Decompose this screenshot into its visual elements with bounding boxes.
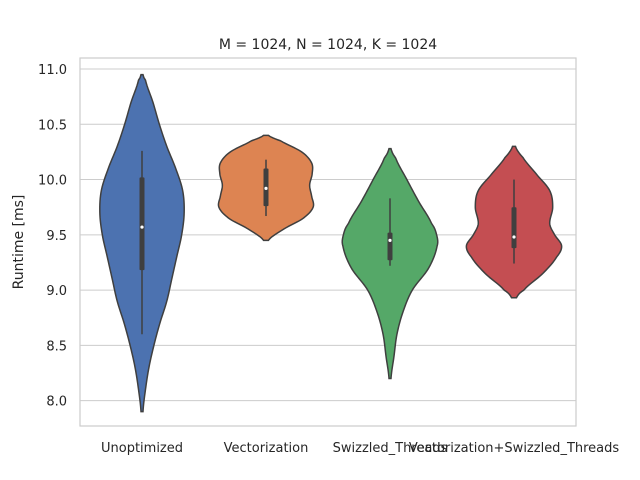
y-tick-label: 8.5: [46, 339, 67, 354]
plot-frame: [79, 57, 577, 427]
violin-swizzled-threads: [341, 147, 439, 380]
x-tick-label: Unoptimized: [101, 441, 183, 456]
y-axis-label: Runtime [ms]: [11, 195, 27, 290]
violin-unoptimized: [99, 73, 185, 413]
violin-iqr-box: [511, 207, 517, 249]
x-tick-label: Swizzled_Threads: [333, 441, 448, 456]
y-tick-labels: 8.0 8.5 9.0 9.5 10.0 10.5 11.0: [38, 63, 67, 410]
violin-iqr-box: [387, 232, 393, 261]
y-tick-label: 9.0: [46, 284, 67, 299]
violin-vectorization-swizzled-threads: [465, 145, 563, 299]
y-tick-label: 9.5: [46, 229, 67, 244]
x-tick-label: Vectorization+Swizzled_Threads: [409, 441, 620, 456]
violins: [99, 73, 563, 413]
violin-vectorization: [217, 134, 315, 242]
violin-median-marker: [512, 235, 516, 239]
violin-median-marker: [140, 225, 144, 229]
chart-title: M = 1024, N = 1024, K = 1024: [219, 37, 437, 53]
violin-median-marker: [388, 238, 392, 242]
x-tick-label: Vectorization: [224, 441, 309, 456]
y-tick-label: 8.0: [46, 395, 67, 410]
violin-median-marker: [264, 186, 268, 191]
y-tick-label: 11.0: [38, 63, 67, 78]
violin-iqr-box: [139, 177, 145, 271]
y-tick-label: 10.0: [38, 174, 67, 189]
y-tick-label: 10.5: [38, 118, 67, 133]
x-tick-labels: Unoptimized Vectorization Swizzled_Threads…: [101, 441, 619, 456]
